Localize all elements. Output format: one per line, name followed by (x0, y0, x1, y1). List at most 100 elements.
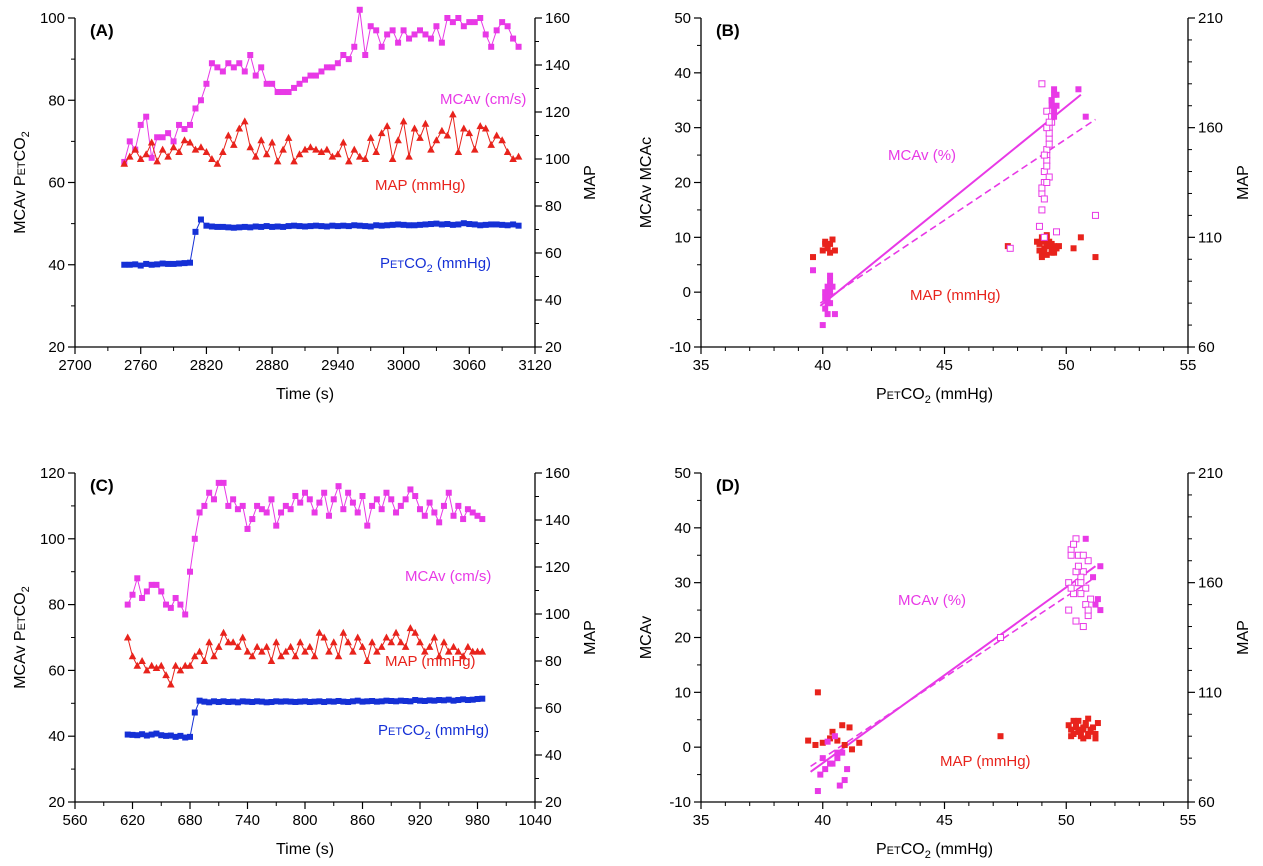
point-map (498, 136, 506, 144)
point-map (190, 652, 199, 660)
point-petco2 (165, 260, 172, 267)
point-petco2 (340, 222, 347, 229)
point-mcav (215, 479, 222, 486)
point-mcav (187, 568, 193, 575)
point-mcav (1038, 184, 1046, 192)
point-map (449, 642, 458, 650)
point-mcav (254, 502, 261, 509)
point-map (291, 652, 300, 660)
point-map (473, 647, 482, 655)
point-map (157, 661, 166, 669)
point-mcav (827, 289, 834, 296)
point-mcav (137, 121, 144, 128)
point-mcav (302, 489, 308, 496)
point-map (186, 138, 194, 146)
point-map (128, 652, 137, 660)
y-tick-label: 0 (683, 284, 691, 301)
point-mcav (474, 512, 481, 519)
point-petco2 (362, 223, 369, 230)
panel-label: (B) (716, 21, 740, 40)
point-petco2 (187, 259, 193, 266)
point-mcav (383, 489, 390, 496)
point-mcav (362, 52, 369, 59)
point-petco2 (477, 222, 484, 229)
point-map (819, 739, 826, 746)
point-map (443, 131, 452, 139)
point-map (147, 138, 156, 146)
y-tick-label: 40 (48, 257, 65, 274)
point-mcav (349, 499, 356, 506)
point-petco2 (340, 698, 347, 705)
point-map (476, 122, 485, 130)
point-mcav (1045, 140, 1053, 148)
chart-panel-2: 560 620 680 740 800 860 920 980 1040204060801001… (12, 465, 599, 858)
point-mcav (234, 506, 241, 513)
point-mcav (836, 782, 843, 789)
point-petco2 (187, 733, 193, 740)
point-petco2 (417, 697, 423, 704)
point-map (822, 240, 829, 247)
y-tick-label: 10 (674, 684, 691, 701)
point-petco2 (306, 698, 313, 705)
point-mcav (1082, 535, 1089, 542)
point-map (1043, 251, 1050, 258)
x-tick-label: 2760 (124, 357, 157, 374)
point-mcav (1090, 574, 1097, 581)
point-map (230, 140, 238, 148)
point-petco2 (129, 731, 136, 738)
point-petco2 (208, 223, 215, 230)
x-tick-label: 2820 (190, 357, 223, 374)
x-tick-label: 40 (814, 812, 831, 829)
point-mcav (460, 516, 467, 523)
point-mcav (488, 43, 495, 50)
point-map (1072, 722, 1079, 729)
point-map (449, 110, 457, 118)
point-mcav (287, 506, 294, 513)
point-petco2 (170, 260, 177, 267)
point-mcav (1067, 551, 1075, 559)
point-mcav (165, 130, 172, 137)
point-petco2 (177, 732, 184, 739)
point-mcav (460, 23, 467, 30)
point-petco2 (325, 698, 332, 705)
point-map (142, 150, 150, 158)
point-mcav (455, 15, 462, 21)
point-mcav (291, 84, 298, 91)
y-tick-label: 120 (40, 465, 65, 482)
point-map (814, 689, 821, 696)
point-map (388, 155, 397, 162)
point-map (410, 124, 419, 132)
point-map (200, 657, 209, 664)
point-map (181, 661, 190, 669)
point-mcav (172, 595, 179, 602)
point-mcav (321, 489, 328, 496)
point-petco2 (239, 698, 246, 705)
x-tick-label: 2880 (255, 357, 288, 374)
point-mcav (367, 23, 374, 30)
y-tick-label: -10 (669, 794, 691, 811)
point-map (277, 652, 285, 660)
point-mcav (1067, 584, 1075, 592)
annotation-map: MAP (mmHg) (910, 287, 1001, 304)
point-map (355, 152, 364, 160)
y2-tick-label: 210 (1198, 465, 1223, 482)
point-map (243, 647, 252, 655)
point-mcav (1079, 551, 1087, 559)
point-map (279, 145, 287, 153)
point-map (405, 152, 413, 160)
point-map (234, 642, 242, 650)
point-petco2 (388, 697, 395, 704)
point-mcav (148, 581, 155, 588)
point-petco2 (364, 698, 371, 705)
point-petco2 (455, 221, 462, 228)
point-mcav (431, 509, 438, 516)
point-mcav (359, 493, 366, 500)
y2-axis-label: MAP (1235, 165, 1252, 200)
point-petco2 (143, 260, 150, 267)
point-mcav (1043, 179, 1051, 186)
point-mcav (263, 80, 270, 87)
point-map (1051, 247, 1058, 254)
point-mcav (1040, 233, 1048, 241)
y-tick-label: 30 (674, 575, 691, 592)
x-tick-label: 920 (407, 812, 432, 829)
